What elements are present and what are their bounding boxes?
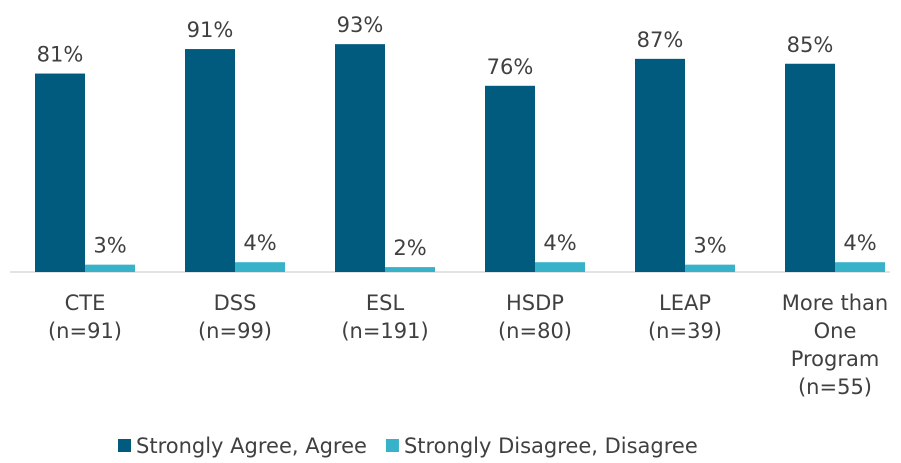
data-label: 3% (93, 234, 126, 258)
bar (385, 267, 435, 272)
bar (235, 262, 285, 272)
x-tick-label: HSDP (n=80) (498, 291, 572, 343)
bar (335, 44, 385, 273)
legend-label: Strongly Agree, Agree (136, 434, 367, 458)
data-label: 85% (787, 33, 834, 57)
legend-swatch (385, 439, 399, 452)
bar (35, 73, 85, 272)
legend-label: Strongly Disagree, Disagree (404, 434, 698, 458)
data-label: 81% (37, 43, 84, 67)
x-tick-label: LEAP (n=39) (648, 291, 722, 343)
x-tick-label: CTE (n=91) (48, 291, 122, 343)
x-tick-label: DSS (n=99) (198, 291, 272, 343)
bar (535, 262, 585, 272)
data-label: 3% (693, 234, 726, 258)
data-label: 4% (543, 231, 576, 255)
data-label: 4% (843, 231, 876, 255)
bar (785, 63, 835, 272)
bar (635, 58, 685, 272)
data-label: 76% (487, 55, 534, 79)
bar (485, 85, 535, 272)
data-label: 87% (637, 28, 684, 52)
bar (685, 264, 735, 272)
data-label: 4% (243, 231, 276, 255)
bar (85, 264, 135, 272)
bar (185, 49, 235, 272)
bar (835, 262, 885, 272)
data-label: 91% (187, 18, 234, 42)
legend-swatch (118, 439, 131, 452)
data-label: 2% (393, 236, 426, 260)
x-tick-label: More than One Program (n=55) (782, 291, 888, 399)
x-tick-label: ESL (n=191) (341, 291, 428, 343)
data-label: 93% (337, 13, 384, 37)
